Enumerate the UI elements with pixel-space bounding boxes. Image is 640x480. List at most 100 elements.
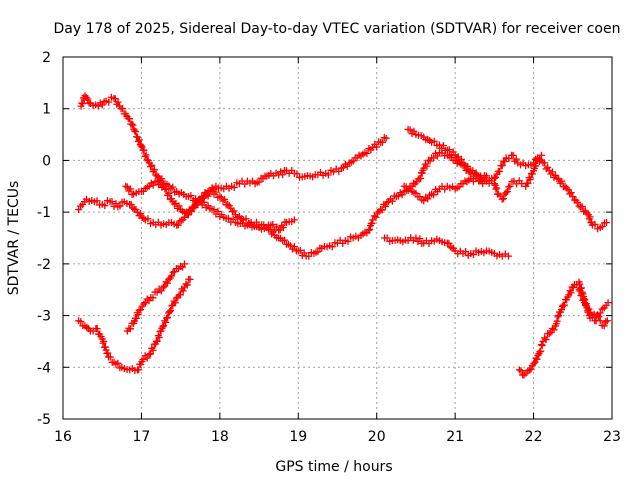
data-point-plus	[548, 168, 556, 176]
data-point-plus	[430, 154, 438, 162]
data-point-plus	[153, 337, 161, 345]
data-point-plus	[445, 146, 453, 154]
data-point-plus	[328, 243, 336, 251]
data-point-plus	[479, 177, 487, 185]
data-point-plus	[116, 202, 124, 210]
data-point-plus	[127, 201, 135, 209]
data-point-plus	[417, 174, 425, 182]
x-tick-label: 21	[446, 429, 464, 445]
data-point-plus	[533, 355, 541, 363]
data-point-plus	[137, 306, 145, 314]
data-point-plus	[184, 211, 192, 219]
data-point-plus	[553, 175, 561, 183]
data-point-plus	[167, 306, 175, 314]
data-point-plus	[378, 206, 386, 214]
data-point-plus	[290, 216, 298, 224]
x-tick-label: 20	[368, 429, 386, 445]
x-tick-label: 19	[289, 429, 307, 445]
data-point-plus	[281, 236, 289, 244]
data-point-plus	[496, 167, 504, 175]
data-point-plus	[585, 305, 593, 313]
y-tick-label: -3	[37, 309, 51, 325]
data-point-plus	[258, 221, 266, 229]
data-point-plus	[290, 243, 298, 251]
data-point-plus	[135, 136, 143, 144]
data-point-plus	[159, 283, 167, 291]
y-tick-label: 0	[42, 153, 51, 169]
x-tick-label: 23	[603, 429, 621, 445]
x-tick-label: 22	[525, 429, 543, 445]
data-point-plus	[373, 209, 381, 217]
data-point-plus	[137, 210, 145, 218]
data-point-plus	[527, 365, 535, 373]
data-point-plus	[578, 290, 586, 298]
data-point-plus	[100, 337, 108, 345]
data-point-plus	[131, 127, 139, 135]
data-point-plus	[382, 134, 390, 142]
data-point-plus	[457, 155, 465, 163]
data-point-plus	[600, 322, 608, 330]
chart-title: Day 178 of 2025, Sidereal Day-to-day VTE…	[54, 21, 621, 37]
data-point-plus	[567, 189, 575, 197]
y-tick-label: -2	[37, 257, 51, 273]
y-tick-label: -5	[37, 412, 51, 428]
data-point-plus	[166, 308, 174, 316]
data-point-plus	[594, 312, 602, 320]
data-point-plus	[506, 182, 514, 190]
data-point-plus	[195, 196, 203, 204]
data-point-plus	[402, 183, 410, 191]
data-point-plus	[501, 158, 509, 166]
y-tick-label: -1	[37, 205, 51, 221]
data-point-plus	[515, 366, 523, 374]
data-point-plus	[147, 163, 155, 171]
data-point-plus	[108, 198, 116, 206]
data-point-plus	[93, 197, 101, 205]
data-point-plus	[210, 206, 218, 214]
data-point-plus	[365, 226, 373, 234]
data-point-plus	[498, 162, 506, 170]
data-point-plus	[126, 115, 134, 123]
data-point-plus	[569, 193, 577, 201]
series-track-k	[522, 151, 545, 190]
data-point-plus	[537, 341, 545, 349]
data-point-plus	[596, 317, 604, 325]
data-point-plus	[158, 183, 166, 191]
data-point-plus	[426, 157, 434, 165]
data-point-plus	[167, 195, 175, 203]
data-point-plus	[528, 170, 536, 178]
data-point-plus	[84, 95, 92, 103]
data-point-plus	[134, 208, 142, 216]
data-point-plus	[141, 299, 149, 307]
data-point-plus	[158, 175, 166, 183]
data-point-plus	[119, 105, 127, 113]
data-point-plus	[483, 172, 491, 180]
data-point-plus	[169, 268, 177, 276]
data-point-plus	[230, 207, 238, 215]
data-point-plus	[383, 198, 391, 206]
data-point-plus	[135, 366, 143, 374]
data-point-plus	[406, 126, 414, 134]
data-point-plus	[175, 202, 183, 210]
data-point-plus	[151, 166, 158, 174]
y-tick-label: 1	[42, 102, 51, 118]
data-point-plus	[580, 295, 588, 303]
data-point-plus	[445, 239, 453, 247]
data-point-plus	[492, 185, 500, 193]
axis-ticks: 16 17 18 19 20 21 22 23 -5 -4 -3 -2 -1 0 1 2	[37, 50, 621, 445]
data-point-plus	[143, 354, 151, 362]
data-point-plus	[156, 178, 164, 186]
data-point-plus	[366, 225, 374, 233]
y-tick-label: 2	[42, 50, 51, 66]
data-point-plus	[214, 207, 222, 215]
data-point-plus	[171, 299, 179, 307]
y-axis-title: SDTVAR / TECUs	[6, 181, 22, 296]
data-point-plus	[542, 336, 550, 344]
data-point-plus	[114, 359, 122, 367]
data-point-plus	[176, 217, 184, 225]
data-point-plus	[194, 201, 202, 209]
data-point-plus	[212, 188, 220, 196]
data-point-plus	[183, 281, 191, 289]
data-point-plus	[464, 162, 472, 170]
data-point-plus	[430, 137, 438, 145]
data-point-plus	[388, 197, 396, 205]
